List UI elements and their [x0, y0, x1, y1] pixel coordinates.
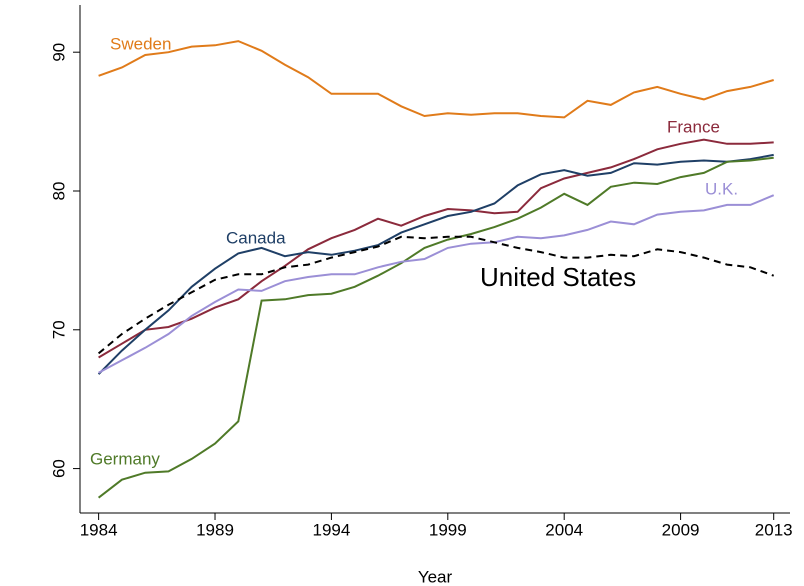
series-line: [97, 153, 774, 375]
series-line: [97, 156, 774, 499]
series-line: [98, 40, 774, 119]
x-tick-label: 1989: [196, 520, 234, 539]
series-label: U.K.: [705, 179, 738, 198]
x-tick-label: 1999: [429, 520, 467, 539]
series-label: Sweden: [110, 34, 171, 53]
y-tick-label: 90: [49, 43, 68, 62]
y-tick-label: 80: [49, 182, 68, 201]
y-tick-label: 60: [49, 459, 68, 478]
x-tick-label: 2009: [662, 520, 700, 539]
x-tick-label: 1994: [312, 520, 350, 539]
x-tick-label: 2013: [755, 520, 793, 539]
series-line: [98, 194, 775, 374]
series-label: Germany: [90, 449, 160, 468]
x-tick-label: 1984: [80, 520, 118, 539]
series-line: [97, 235, 775, 355]
series-line: [98, 138, 774, 359]
series-label: Canada: [226, 228, 286, 247]
x-tick-label: 2004: [545, 520, 583, 539]
series-label: United States: [480, 262, 636, 292]
y-tick-label: 70: [49, 320, 68, 339]
x-axis-label: Year: [418, 567, 453, 586]
series-label: France: [667, 117, 720, 136]
